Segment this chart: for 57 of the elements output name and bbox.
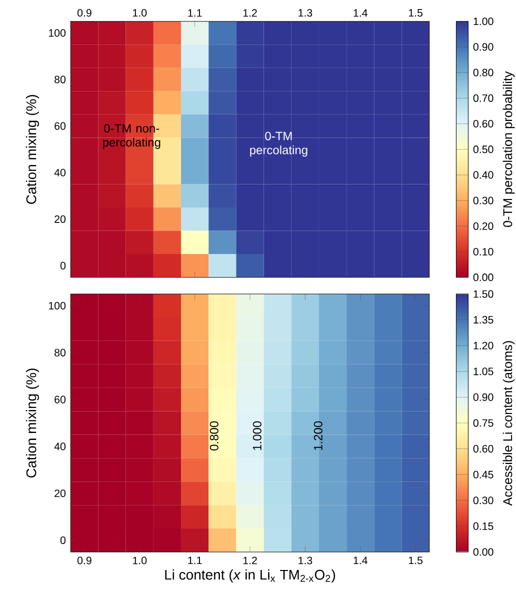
color-bar-label: 0.60 [473,445,494,453]
color-bar-label: 0.50 [473,146,494,154]
x-tick-label: 0.9 [77,556,92,564]
color-bar-label: 0.00 [473,548,494,556]
x-tick-label: 0.9 [77,9,92,17]
color-bar-title: Accessible Li content (atoms) [502,341,515,506]
x-tick-label: 1.2 [243,556,257,564]
y-tick-label: 80 [54,348,66,356]
color-bar-label: 0.30 [473,496,494,504]
color-bar-label: 1.35 [474,316,494,324]
color-bar-label: 0.45 [473,470,494,478]
color-bar-label: 0.75 [473,419,494,427]
y-axis-title: Cation mixing (%) [26,368,40,478]
x-tick-label: 1.4 [354,9,368,17]
annotation: 0.800 [210,421,218,450]
color-bar-label: 0.00 [473,274,494,282]
color-bar-title: 0-TM percolation probability [502,71,515,227]
x-tick-label: 1.1 [188,9,202,17]
y-tick-label: 40 [54,168,66,176]
x-tick-label: 1.4 [354,556,368,564]
y-tick-label: 100 [48,29,66,37]
y-tick-label: 60 [54,122,66,130]
color-bar-label: 0.90 [473,43,494,51]
x-tick-label: 1.5 [408,9,422,17]
color-bar-label: 0.90 [473,393,494,401]
x-tick-label: 1.1 [188,556,202,564]
x-tick-label: 1.3 [298,9,312,17]
color-bar-label: 0.15 [473,522,494,530]
y-tick-label: 40 [54,442,66,450]
y-tick-label: 100 [48,302,66,310]
annotation: 1.000 [252,421,262,450]
color-bar-label: 1.50 [474,290,494,298]
annotation: 0-TM percolating [250,132,308,157]
y-tick-label: 20 [54,215,66,223]
y-tick-label: 80 [54,76,66,84]
y-tick-label: 60 [54,396,66,404]
color-bar-label: 0.40 [473,171,494,179]
x-tick-label: 1.3 [298,556,312,564]
color-bar-label: 1.05 [474,368,494,376]
color-bar-label: 0.10 [473,248,494,256]
color-bar-label: 0.70 [473,94,494,102]
y-tick-label: 20 [54,490,66,498]
color-bar-label: 1.20 [474,342,494,350]
text: Li content (x in Li$_{x}$ TM$_{2-x}$O$_{2}$) [165,569,336,582]
color-bar-label: 0.80 [473,68,494,76]
x-tick-label: 1.2 [243,9,257,17]
color-bar-label: 0.60 [473,120,494,128]
x-tick-label: 1.0 [133,556,147,564]
x-tick-label: 1.5 [408,556,422,564]
y-axis-title: Cation mixing (%) [26,95,40,204]
color-bar-label: 0.30 [473,196,494,204]
x-tick-label: 1.0 [133,9,147,17]
y-tick-label: 0 [60,536,66,544]
annotation: 1.200 [314,421,322,450]
color-bar-label: 0.20 [473,222,494,230]
y-tick-label: 0 [60,262,66,270]
color-bar-label: 1.00 [474,18,494,26]
